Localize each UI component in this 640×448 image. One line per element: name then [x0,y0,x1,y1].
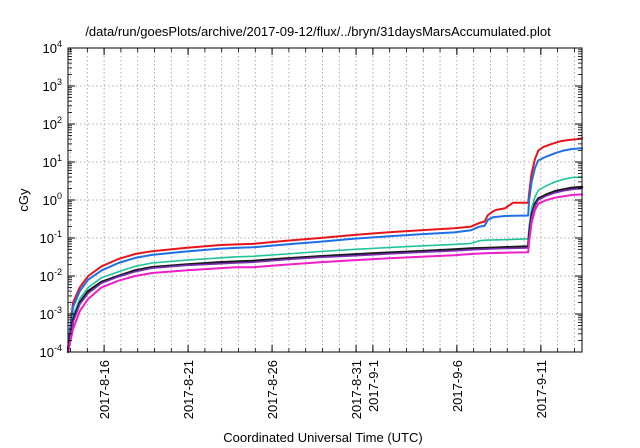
y-tick-label: 10-1 [40,229,62,246]
series-line-1 [67,137,583,350]
x-tick-label: 2017-8-26 [265,360,280,419]
chart-title: /data/run/goesPlots/archive/2017-09-12/f… [85,24,551,39]
x-tick-label: 2017-9-1 [366,360,381,412]
axes: 10-4 10-3 10-2 10-1 100 101 102 103 104 2017-8-16… [40,39,582,419]
series-line-6 [67,193,583,353]
series-line-3 [67,176,583,353]
y-tick-label: 10-2 [40,267,62,284]
series-lines [66,137,584,354]
y-tick-label: 101 [43,153,62,170]
series-line-5 [67,187,583,353]
series-line-2 [67,147,583,350]
x-tick-label: 2017-9-6 [450,360,465,412]
y-tick-label: 100 [43,191,62,208]
x-tick-label: 2017-8-16 [97,360,112,419]
grid [68,48,582,352]
y-tick-label: 104 [43,39,62,56]
x-tick-label: 2017-8-21 [181,360,196,419]
y-tick-label: 10-4 [40,343,62,360]
y-tick-label: 103 [43,77,62,94]
y-tick-label: 10-3 [40,305,62,322]
x-tick-label: 2017-8-31 [349,360,364,419]
y-tick-label: 102 [43,115,62,132]
x-axis-label: Coordinated Universal Time (UTC) [223,430,422,445]
x-tick-label: 2017-9-11 [534,360,549,418]
y-axis-label: cGy [16,188,31,212]
